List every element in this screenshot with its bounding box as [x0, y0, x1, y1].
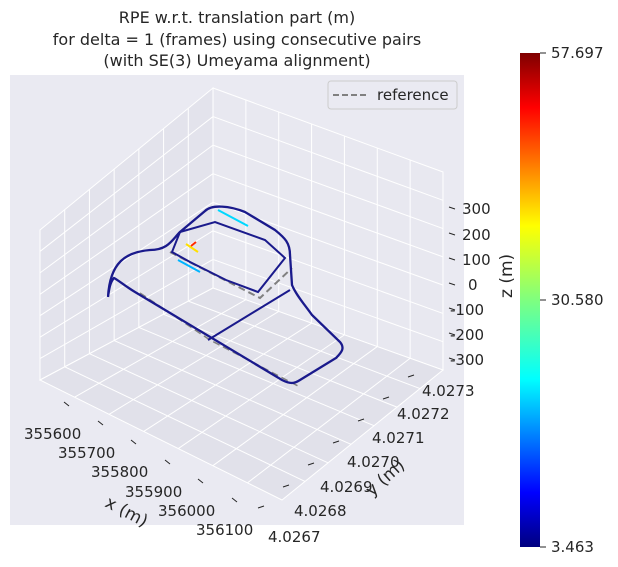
- grid-line: [212, 144, 444, 230]
- y-tick-label: 4.0267: [268, 528, 321, 546]
- legend: reference: [327, 80, 458, 110]
- colorbar-min-label: 3.463: [551, 538, 594, 556]
- z-axis-label: z (m): [497, 254, 517, 298]
- x-tick-mark: [197, 478, 204, 484]
- y-tick-label: 4.0270: [347, 453, 400, 471]
- grid-line: [188, 300, 421, 390]
- trajectory-medium-error-segment: [185, 243, 199, 253]
- trajectory-high-error-segment: [217, 209, 249, 227]
- z-tick-label: 0: [468, 276, 478, 294]
- grid-line: [178, 334, 345, 449]
- colorbar: 57.697 30.580 3.463: [520, 44, 604, 556]
- colorbar-mid-label: 30.580: [551, 291, 604, 309]
- x-tick-label: 355800: [91, 463, 148, 481]
- y-tick-mark: [357, 418, 365, 422]
- y-tick-mark: [382, 396, 390, 400]
- grid-line: [247, 357, 411, 484]
- y-tick-mark: [307, 462, 315, 466]
- grid-line: [74, 299, 247, 398]
- y-tick-mark: [332, 440, 340, 444]
- legend-reference-label: reference: [377, 86, 449, 104]
- x-tick-mark: [63, 401, 70, 407]
- trajectory-elevated-error-segment: [177, 259, 201, 273]
- z-tick-mark: [448, 307, 456, 311]
- grid-line: [39, 230, 214, 338]
- z-tick-label: 300: [462, 200, 491, 218]
- grid-line: [212, 173, 444, 258]
- x-tick-label: 355700: [58, 444, 115, 462]
- z-tick-label: -300: [450, 351, 484, 369]
- chart-title-line-2: for delta = 1 (frames) using consecutive…: [53, 30, 421, 49]
- y-tick-mark: [257, 505, 265, 509]
- trajectory-outer-loop: [106, 205, 344, 385]
- trajectory-peak-error-segment: [190, 241, 197, 247]
- z-tick-label: -100: [450, 301, 484, 319]
- z-axis: -300 -200 -100 0 100 200 300 z (m): [448, 200, 517, 369]
- grid-line: [212, 258, 444, 343]
- z-tick-label: 100: [462, 251, 491, 269]
- y-tick-mark: [282, 484, 290, 488]
- x-tick-label: 355900: [125, 483, 182, 501]
- chart-title-line-3: (with SE(3) Umeyama alignment): [103, 51, 370, 70]
- z-tick-mark: [448, 206, 456, 210]
- grid-line: [89, 353, 329, 464]
- z-tick-label: -200: [450, 326, 484, 344]
- grid-line: [212, 230, 444, 314]
- z-tick-mark: [448, 257, 456, 261]
- z-tick-mark: [448, 232, 456, 236]
- grid-line: [143, 322, 312, 432]
- x-tick-label: 356000: [158, 502, 215, 520]
- x-tick-mark: [164, 459, 171, 465]
- x-tick-mark: [231, 497, 238, 503]
- grid-line: [212, 346, 378, 467]
- estimate-series: [106, 205, 344, 385]
- y-axis: 4.0267 4.0268 4.0269 4.0270 4.0271 4.027…: [257, 374, 475, 546]
- grid-line: [39, 258, 214, 360]
- x-tick-label: 356100: [196, 521, 253, 539]
- grid-line: [163, 313, 398, 408]
- grid-line: [39, 116, 214, 252]
- grid-line: [108, 311, 279, 415]
- colorbar-max-label: 57.697: [551, 44, 604, 62]
- grid-line: [39, 144, 214, 274]
- x-tick-label: 355600: [24, 425, 81, 443]
- grid-lines: [39, 100, 444, 484]
- grid-line: [212, 116, 444, 201]
- y-tick-label: 4.0273: [422, 382, 475, 400]
- z-tick-mark: [448, 282, 456, 286]
- x-tick-mark: [130, 439, 137, 445]
- grid-line: [64, 366, 306, 482]
- y-tick-label: 4.0268: [294, 502, 347, 520]
- grid-line: [113, 340, 352, 445]
- x-tick-mark: [97, 420, 104, 426]
- trajectory-inner-loop: [170, 220, 287, 294]
- y-tick-mark: [407, 374, 415, 378]
- grid-line: [138, 326, 375, 427]
- grid-line: [39, 201, 214, 317]
- chart-title-line-1: RPE w.r.t. translation part (m): [119, 8, 355, 27]
- z-tick-mark: [448, 332, 456, 336]
- z-tick-label: 200: [462, 226, 491, 244]
- colorbar-gradient: [520, 53, 540, 547]
- floor-pane: [38, 287, 445, 501]
- legend-box: [327, 80, 458, 110]
- grid-line: [39, 173, 214, 295]
- trajectory-cross-segment: [207, 289, 291, 341]
- z-tick-mark: [448, 357, 456, 361]
- y-tick-label: 4.0272: [397, 405, 450, 423]
- y-tick-label: 4.0271: [372, 429, 425, 447]
- y-tick-label: 4.0269: [320, 478, 373, 496]
